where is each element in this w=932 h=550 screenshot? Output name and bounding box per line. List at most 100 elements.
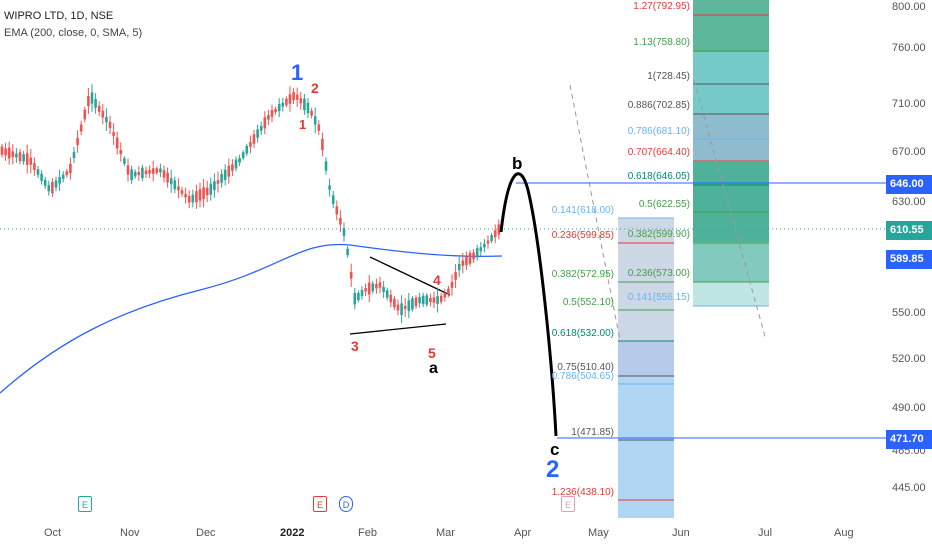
candle-body <box>310 110 313 116</box>
dashed-trendline-1 <box>569 84 621 341</box>
candle-body <box>231 164 234 171</box>
candle-body <box>497 224 501 235</box>
candle-body <box>223 169 227 180</box>
candle-body <box>18 152 22 162</box>
candle-body <box>339 217 342 225</box>
candle-body <box>436 296 439 304</box>
candle-body <box>101 110 105 118</box>
candle-body <box>486 240 490 244</box>
wave-3-label[interactable]: 3 <box>351 338 359 354</box>
wave-2-small-label[interactable]: 2 <box>311 80 319 96</box>
candle-body <box>285 98 288 106</box>
candle-body <box>483 243 486 248</box>
price-tick-label: 800.00 <box>892 1 926 13</box>
fib-level-label: 1.13(758.80) <box>633 37 690 48</box>
candle-body <box>295 94 299 100</box>
candle-body <box>313 116 317 125</box>
candle-body <box>454 272 457 280</box>
fib-level-label: 1(728.45) <box>647 71 690 82</box>
price-tick-label: 550.00 <box>892 307 926 319</box>
candle-body <box>105 116 108 123</box>
wave-c-label[interactable]: c <box>550 440 560 459</box>
candle-body <box>126 165 130 175</box>
time-tick-label: May <box>588 527 609 539</box>
earnings-marker[interactable]: E <box>78 496 92 512</box>
candle-body <box>375 283 378 289</box>
candle-body <box>15 153 18 158</box>
candle-body <box>220 173 223 183</box>
time-axis[interactable]: Oct Nov Dec 2022 Feb Mar Apr May Jun Jul Aug <box>0 518 886 550</box>
candle-body <box>447 288 450 295</box>
candle-body <box>371 283 375 292</box>
candle-body <box>47 185 51 192</box>
time-tick-label: Mar <box>436 527 455 539</box>
candle-body <box>25 153 29 165</box>
price-tag: 589.85 <box>886 250 932 269</box>
fib-zone-1 <box>693 0 769 52</box>
candle-body <box>33 163 36 170</box>
earnings-marker[interactable]: E <box>561 496 575 512</box>
candle-body <box>58 177 61 184</box>
earnings-marker[interactable]: E <box>313 496 327 512</box>
chart-area[interactable]: WIPRO LTD, 1D, NSE EMA (200, close, 0, S… <box>0 0 886 518</box>
fib-zone-2 <box>693 52 769 114</box>
projection-path <box>499 172 558 437</box>
candle-body <box>421 295 425 305</box>
candle-body <box>141 167 144 179</box>
wave-1-label[interactable]: 1 <box>291 60 304 85</box>
candle-body <box>475 248 479 258</box>
candle-body <box>29 157 33 165</box>
fib-zone-4 <box>693 162 769 242</box>
candle-body <box>425 295 429 305</box>
candle-body <box>324 161 328 171</box>
wave-a-label[interactable]: a <box>429 360 438 377</box>
candle-body <box>83 109 87 120</box>
wave-1-small-label[interactable]: 1 <box>299 117 307 132</box>
candle-body <box>385 290 389 298</box>
dividend-marker[interactable]: D <box>339 496 353 512</box>
candle-body <box>382 287 385 292</box>
fib-level-label: 0.236(599.85) <box>551 230 614 241</box>
candle-body <box>43 179 47 186</box>
price-tick-label: 520.00 <box>892 353 926 365</box>
candle-body <box>97 105 101 112</box>
wave-b-label[interactable]: b <box>512 154 523 173</box>
candle-body <box>249 142 252 147</box>
candle-body <box>292 92 295 101</box>
fib-box-right[interactable] <box>693 0 769 307</box>
candle-body <box>288 94 292 104</box>
fib-box-left[interactable] <box>618 217 674 518</box>
candle-body <box>155 168 159 173</box>
candle-body <box>112 132 115 136</box>
time-tick-label: Jun <box>672 527 690 539</box>
price-chart[interactable] <box>0 0 886 518</box>
candle-body <box>0 146 4 155</box>
candle-body <box>303 98 306 111</box>
candle-body <box>198 189 202 201</box>
time-tick-label: Oct <box>44 527 62 539</box>
fib-level-label: 0.75(510.40) <box>557 362 614 373</box>
price-tag: 646.00 <box>886 175 932 194</box>
wave-4-label[interactable]: 4 <box>433 272 441 288</box>
candle-body <box>4 148 7 156</box>
candle-body <box>11 151 15 158</box>
time-tick-label: Feb <box>358 527 377 539</box>
candle-body <box>346 248 349 256</box>
wave-2-label[interactable]: 2 <box>546 456 560 483</box>
candle-body <box>144 170 148 175</box>
candle-body <box>414 297 418 307</box>
candle-body <box>61 174 65 179</box>
price-tick-label: 710.00 <box>892 98 926 110</box>
symbol-title: WIPRO LTD, 1D, NSE <box>4 10 114 22</box>
triangle-upper-line <box>369 256 451 296</box>
candle-body <box>490 235 493 242</box>
candle-body <box>115 137 119 149</box>
fib-level-label: 0.707(664.40) <box>627 147 690 158</box>
wave-5-label[interactable]: 5 <box>428 345 436 361</box>
fib-level-label: 0.618(646.05) <box>627 171 690 182</box>
fib-level-label: 0.886(702.85) <box>627 100 690 111</box>
candle-body <box>227 165 231 177</box>
candle-body <box>378 282 382 288</box>
candle-body <box>331 195 335 204</box>
fib-level-label: 0.786(681.10) <box>627 126 690 137</box>
